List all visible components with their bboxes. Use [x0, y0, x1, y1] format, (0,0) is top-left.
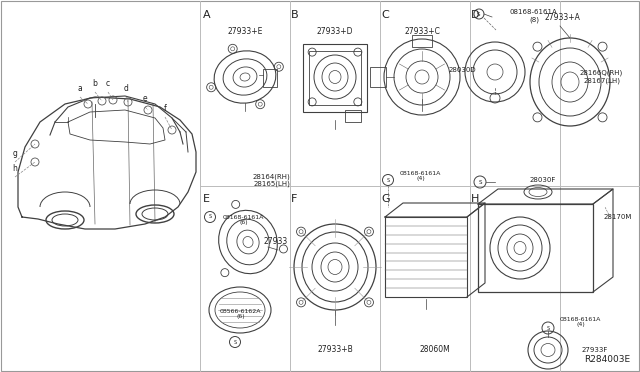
Text: S: S — [209, 215, 212, 219]
Text: h: h — [13, 164, 17, 173]
Bar — [412, 35, 432, 47]
Text: S: S — [476, 12, 480, 16]
Text: 27933+A: 27933+A — [544, 13, 580, 22]
Text: E: E — [203, 194, 210, 204]
Text: 28060M: 28060M — [420, 346, 451, 355]
Text: 08168-6161A
(4): 08168-6161A (4) — [560, 317, 602, 327]
Text: A: A — [203, 10, 211, 20]
Text: 27933+E: 27933+E — [227, 28, 262, 36]
Text: 08168-6161A
(8): 08168-6161A (8) — [510, 9, 557, 23]
Text: e: e — [143, 94, 147, 103]
Bar — [309, 51, 361, 105]
Bar — [370, 67, 386, 87]
Text: 28166Q(RH)
28167(LH): 28166Q(RH) 28167(LH) — [580, 70, 623, 84]
Text: S: S — [547, 326, 550, 330]
Text: a: a — [77, 84, 83, 93]
Text: d: d — [124, 84, 129, 93]
Text: B: B — [291, 10, 299, 20]
Text: H: H — [471, 194, 479, 204]
Text: 08566-6162A
(6): 08566-6162A (6) — [220, 309, 262, 320]
Text: 08168-6161A
(4): 08168-6161A (4) — [400, 171, 442, 182]
Text: g: g — [13, 149, 17, 158]
Text: 27933: 27933 — [264, 237, 288, 247]
Bar — [345, 110, 361, 122]
Text: 28170M: 28170M — [604, 214, 632, 220]
Bar — [303, 44, 367, 112]
Text: F: F — [291, 194, 298, 204]
Text: 08168-6161A
(6): 08168-6161A (6) — [223, 215, 264, 225]
Text: R284003E: R284003E — [584, 355, 630, 364]
Bar — [263, 69, 277, 87]
Text: S: S — [234, 340, 237, 344]
Text: f: f — [164, 104, 166, 113]
Text: 28030F: 28030F — [530, 177, 556, 183]
Text: S: S — [478, 180, 482, 185]
Text: 27933+D: 27933+D — [317, 28, 353, 36]
Bar — [385, 217, 467, 297]
Bar — [478, 204, 593, 292]
Text: 27933F: 27933F — [582, 347, 609, 353]
Text: 28164(RH)
28165(LH): 28164(RH) 28165(LH) — [253, 173, 291, 187]
Text: b: b — [93, 79, 97, 88]
Text: C: C — [381, 10, 388, 20]
Text: 28030D: 28030D — [449, 67, 476, 73]
Text: 27933+C: 27933+C — [404, 28, 440, 36]
Text: c: c — [106, 79, 110, 88]
Text: D: D — [471, 10, 479, 20]
Text: 27933+B: 27933+B — [317, 346, 353, 355]
Text: G: G — [381, 194, 390, 204]
Text: S: S — [387, 177, 390, 183]
